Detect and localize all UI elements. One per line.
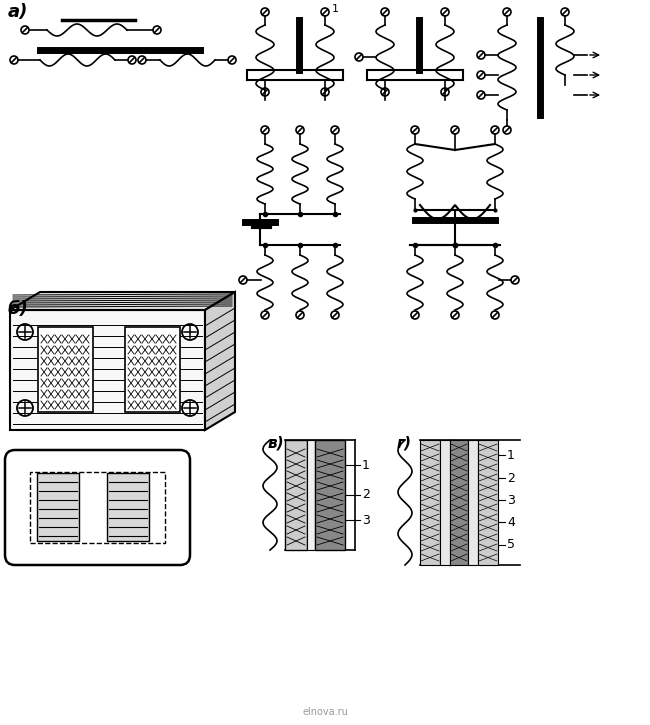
FancyBboxPatch shape: [5, 450, 190, 565]
Bar: [307, 440, 315, 550]
Text: 1: 1: [332, 4, 339, 14]
Text: 5: 5: [507, 539, 515, 552]
Bar: [440, 440, 450, 565]
Bar: [285, 440, 307, 550]
Bar: [450, 440, 468, 565]
Bar: [107, 473, 149, 541]
Bar: [30, 472, 165, 543]
Text: 3: 3: [362, 513, 370, 526]
Bar: [37, 473, 79, 541]
Polygon shape: [10, 292, 235, 310]
Text: 1: 1: [362, 458, 370, 471]
Text: а): а): [8, 3, 29, 21]
Text: 3: 3: [507, 494, 515, 507]
Text: в): в): [268, 435, 285, 450]
Text: б): б): [8, 300, 29, 318]
Bar: [468, 440, 478, 565]
Text: г): г): [397, 435, 412, 450]
Polygon shape: [10, 310, 205, 430]
Bar: [315, 440, 345, 550]
Polygon shape: [205, 292, 235, 430]
Bar: [38, 327, 93, 412]
Text: 1: 1: [507, 449, 515, 462]
Bar: [125, 327, 180, 412]
Text: elnova.ru: elnova.ru: [302, 707, 348, 717]
Bar: [420, 440, 440, 565]
Text: 2: 2: [362, 489, 370, 502]
Text: 4: 4: [507, 515, 515, 529]
Bar: [478, 440, 498, 565]
Text: 2: 2: [507, 471, 515, 484]
